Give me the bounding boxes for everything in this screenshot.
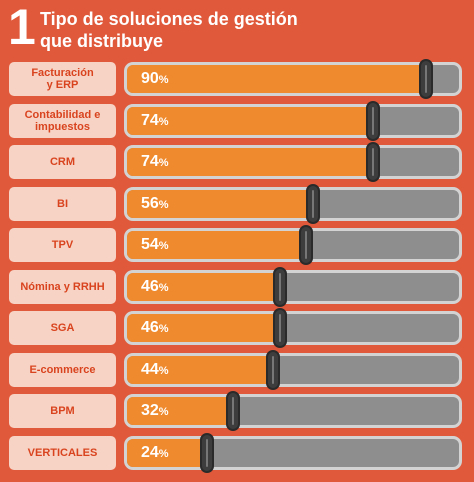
chart-title: Tipo de soluciones de gestión que distri… bbox=[40, 8, 298, 52]
bar-track: 44% bbox=[124, 353, 462, 387]
bar bbox=[127, 356, 273, 384]
bar-value-unit: % bbox=[158, 199, 169, 211]
bar-value-unit: % bbox=[158, 448, 169, 460]
slider-handle-icon bbox=[200, 433, 214, 473]
bar-value-number: 24 bbox=[141, 444, 159, 461]
chart-header: 1 Tipo de soluciones de gestión que dist… bbox=[8, 0, 468, 56]
bar-track: 90% bbox=[124, 62, 462, 96]
bar-value-label: 56% bbox=[141, 190, 169, 218]
slider-handle-icon bbox=[299, 225, 313, 265]
bar-track: 46% bbox=[124, 270, 462, 304]
bar-value-label: 24% bbox=[141, 439, 169, 467]
chart-title-line-1: Tipo de soluciones de gestión bbox=[40, 9, 298, 29]
category-label: Contabilidad e impuestos bbox=[9, 104, 116, 138]
chart-title-line-2: que distribuye bbox=[40, 31, 164, 51]
slider-handle-icon bbox=[419, 59, 433, 99]
category-label: CRM bbox=[9, 145, 116, 179]
category-label: Facturación y ERP bbox=[9, 62, 116, 96]
slider-handle-icon bbox=[306, 184, 320, 224]
bar-value-label: 32% bbox=[141, 397, 169, 425]
bar-value-label: 44% bbox=[141, 356, 169, 384]
bar-value-unit: % bbox=[158, 406, 169, 418]
bar-value-number: 54 bbox=[141, 236, 159, 253]
category-label-text: TPV bbox=[51, 239, 74, 251]
category-label: Nómina y RRHH bbox=[9, 270, 116, 304]
bar-value-unit: % bbox=[158, 282, 169, 294]
slider-handle-icon bbox=[266, 350, 280, 390]
bar-track: 56% bbox=[124, 187, 462, 221]
bar bbox=[127, 190, 313, 218]
bar bbox=[127, 231, 306, 259]
category-label: VERTICALES bbox=[9, 436, 116, 470]
section-number: 1 bbox=[8, 0, 36, 55]
bar bbox=[127, 439, 207, 467]
bar-value-unit: % bbox=[158, 157, 169, 169]
category-label: TPV bbox=[9, 228, 116, 262]
bar-value-label: 74% bbox=[141, 148, 169, 176]
bar-value-unit: % bbox=[158, 323, 169, 335]
category-label-text: Facturación y ERP bbox=[31, 67, 94, 91]
bar-value-unit: % bbox=[158, 74, 169, 86]
slider-handle-icon bbox=[273, 267, 287, 307]
bar bbox=[127, 397, 233, 425]
bar bbox=[127, 65, 426, 93]
slider-handle-icon bbox=[226, 391, 240, 431]
slider-handle-icon bbox=[366, 142, 380, 182]
category-label-text: E-commerce bbox=[29, 364, 96, 376]
category-label-text: Contabilidad e impuestos bbox=[24, 109, 101, 133]
slider-handle-icon bbox=[273, 308, 287, 348]
bar-value-unit: % bbox=[158, 240, 169, 252]
category-label: E-commerce bbox=[9, 353, 116, 387]
bar bbox=[127, 273, 280, 301]
bar-value-number: 44 bbox=[141, 361, 159, 378]
bar-value-label: 90% bbox=[141, 65, 169, 93]
category-label-text: Nómina y RRHH bbox=[20, 281, 105, 293]
bar-value-number: 46 bbox=[141, 278, 159, 295]
bar-value-number: 74 bbox=[141, 153, 159, 170]
bar-track: 54% bbox=[124, 228, 462, 262]
category-label: BPM bbox=[9, 394, 116, 428]
bar bbox=[127, 107, 373, 135]
category-label-text: VERTICALES bbox=[27, 447, 98, 459]
bar-value-unit: % bbox=[158, 365, 169, 377]
bar-track: 32% bbox=[124, 394, 462, 428]
bar-track: 24% bbox=[124, 436, 462, 470]
bar-track: 46% bbox=[124, 311, 462, 345]
category-label-text: BI bbox=[57, 198, 68, 210]
category-label-text: CRM bbox=[49, 156, 76, 168]
bar-value-label: 46% bbox=[141, 314, 169, 342]
category-label: SGA bbox=[9, 311, 116, 345]
bar-value-unit: % bbox=[158, 116, 169, 128]
bar-value-number: 56 bbox=[141, 195, 159, 212]
category-label: BI bbox=[9, 187, 116, 221]
category-label-text: SGA bbox=[50, 322, 75, 334]
bar-value-label: 54% bbox=[141, 231, 169, 259]
bar-value-number: 32 bbox=[141, 402, 159, 419]
bar-value-number: 74 bbox=[141, 112, 159, 129]
bar-value-label: 46% bbox=[141, 273, 169, 301]
bar-value-label: 74% bbox=[141, 107, 169, 135]
category-label-text: BPM bbox=[50, 405, 75, 417]
bar bbox=[127, 148, 373, 176]
bar-track: 74% bbox=[124, 145, 462, 179]
bar-value-number: 90 bbox=[141, 70, 159, 87]
bar-track: 74% bbox=[124, 104, 462, 138]
bar-value-number: 46 bbox=[141, 319, 159, 336]
bar bbox=[127, 314, 280, 342]
slider-handle-icon bbox=[366, 101, 380, 141]
